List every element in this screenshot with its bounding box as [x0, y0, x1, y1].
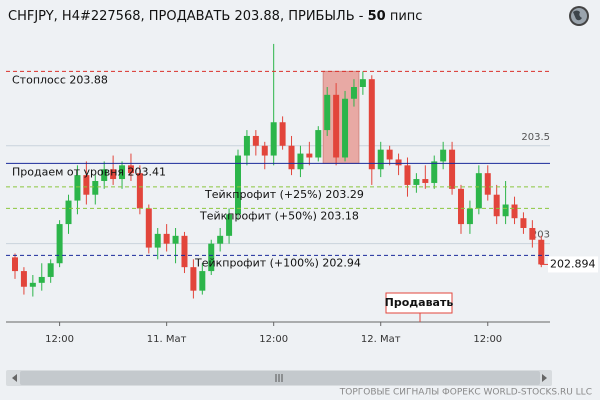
candle-body: [288, 145, 295, 170]
scrollbar[interactable]: [6, 370, 552, 386]
candle-body: [119, 165, 126, 180]
candle-body: [359, 79, 366, 87]
candle-body: [475, 173, 482, 209]
candle-body: [110, 169, 117, 180]
candle-body: [29, 282, 36, 287]
candle-body: [395, 159, 402, 166]
candle-body: [511, 204, 518, 219]
title-bold: 50: [368, 9, 386, 24]
candle-body: [413, 179, 420, 185]
candle-body: [83, 175, 90, 195]
candle-body: [377, 149, 384, 170]
candle-body: [136, 173, 143, 209]
candle-body: [12, 257, 18, 272]
last-price-label: 202.894: [550, 257, 596, 270]
level-label: Стоплосс 203.88: [12, 73, 108, 86]
candle-body: [333, 94, 340, 158]
candle-body: [538, 239, 545, 265]
candle-body: [190, 267, 197, 291]
candle-body: [368, 79, 375, 170]
signal-label: Продавать: [385, 296, 454, 309]
last-price-box: [548, 256, 598, 273]
candle-body: [297, 153, 304, 170]
chart-title: CHFJPY, H4#227568, ПРОДАВАТЬ 203.88, ПРИ…: [8, 9, 422, 24]
x-tick-label: 12:00: [473, 334, 502, 345]
level-label: Продаем от уровня 203.41: [12, 165, 166, 178]
signal-box: [385, 292, 453, 314]
candle-body: [279, 122, 286, 146]
candle-body: [466, 208, 473, 225]
candle-body: [350, 87, 357, 99]
level-label: Тейкпрофит (+100%) 202.94: [194, 256, 361, 269]
candle-body: [502, 204, 509, 217]
footer: ТОРГОВЫЕ СИГНАЛЫ ФОРЕКС WORLD-STOCKS.RU …: [339, 388, 592, 398]
x-tick-label: 12:00: [259, 334, 288, 345]
candle-body: [306, 153, 313, 158]
candle-body: [431, 161, 438, 183]
title-text: CHFJPY, H4#227568, ПРОДАВАТЬ 203.88, ПРИ…: [8, 9, 368, 24]
level-label: Тейкпрофит (+50%) 203.18: [199, 209, 359, 222]
x-tick-label: 12:00: [45, 334, 74, 345]
globe-icon[interactable]: [569, 6, 589, 26]
candle-body: [520, 218, 527, 228]
candle-body: [270, 122, 277, 156]
candle-body: [217, 235, 224, 244]
candle-body: [208, 243, 215, 272]
candle-body: [65, 200, 72, 225]
candle-body: [127, 165, 134, 174]
candle-body: [261, 145, 268, 156]
candle-body: [47, 263, 54, 277]
candle-body: [226, 214, 233, 236]
candle-body: [92, 181, 99, 195]
candle-body: [145, 208, 152, 248]
y-tick-label: 203.5: [521, 132, 550, 143]
candle-body: [172, 235, 179, 244]
x-tick-label: 12. Мат: [361, 334, 401, 345]
candle-body: [386, 149, 393, 160]
candle-body: [422, 179, 429, 183]
candle-body: [529, 228, 536, 240]
candle-body: [449, 149, 456, 189]
candle-body: [74, 175, 81, 201]
title-end: пипс: [386, 9, 423, 24]
candle-body: [342, 98, 349, 158]
candle-body: [20, 271, 27, 287]
y-tick-label: 203: [531, 230, 550, 241]
candle-body: [181, 235, 188, 268]
candle-body: [315, 130, 322, 158]
candle-body: [458, 188, 464, 225]
candle-body: [199, 271, 206, 291]
candle-body: [440, 149, 447, 162]
candle-body: [493, 194, 500, 217]
candle-body: [235, 155, 241, 215]
candle-body: [101, 169, 108, 181]
candle-body: [252, 135, 259, 146]
candle-body: [38, 276, 45, 283]
candle-body: [154, 233, 161, 248]
candle-body: [56, 224, 63, 264]
level-label: Тейкпрофит (+25%) 203.29: [204, 188, 364, 201]
candle-body: [484, 173, 491, 195]
candle-body: [324, 94, 331, 131]
candle-body: [243, 135, 250, 156]
x-tick-label: 11. Мат: [147, 334, 187, 345]
candle-body: [163, 233, 170, 244]
candle-body: [404, 165, 411, 185]
